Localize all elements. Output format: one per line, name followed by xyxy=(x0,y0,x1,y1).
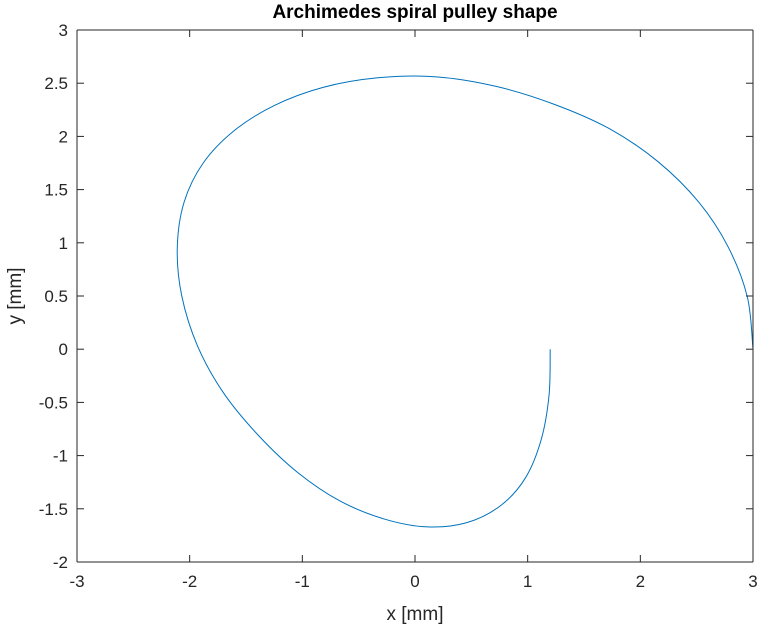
y-tick-label: -1 xyxy=(53,447,68,466)
y-tick-label: -1.5 xyxy=(39,500,68,519)
x-tick-label: 0 xyxy=(410,572,419,591)
plot-area xyxy=(77,30,753,562)
y-tick-label: -2 xyxy=(53,553,68,572)
x-tick-label: 1 xyxy=(523,572,532,591)
y-tick-label: 3 xyxy=(59,21,68,40)
series-layer xyxy=(176,75,754,528)
y-tick-label: 2.5 xyxy=(44,74,68,93)
x-tick-label: -1 xyxy=(295,572,310,591)
y-tick-label: -0.5 xyxy=(39,393,68,412)
x-tick-label: 3 xyxy=(748,572,757,591)
y-axis-title: y [mm] xyxy=(5,268,26,325)
y-tick-label: 1.5 xyxy=(44,181,68,200)
y-tick-label: 2 xyxy=(59,127,68,146)
x-tick-label: -3 xyxy=(69,572,84,591)
y-tick-label: 0.5 xyxy=(44,287,68,306)
series-line-0 xyxy=(176,75,754,528)
x-axis-title: x [mm] xyxy=(387,604,444,625)
chart-title: Archimedes spiral pulley shape xyxy=(272,2,557,23)
y-tick-label: 0 xyxy=(59,340,68,359)
y-tick-label: 1 xyxy=(59,234,68,253)
axes-layer: -3 -2 -1 0 1 2 3-2-1.5-1-0.500.511.522.53 xyxy=(39,21,758,591)
x-tick-label: -2 xyxy=(182,572,197,591)
x-tick-label: 2 xyxy=(636,572,645,591)
